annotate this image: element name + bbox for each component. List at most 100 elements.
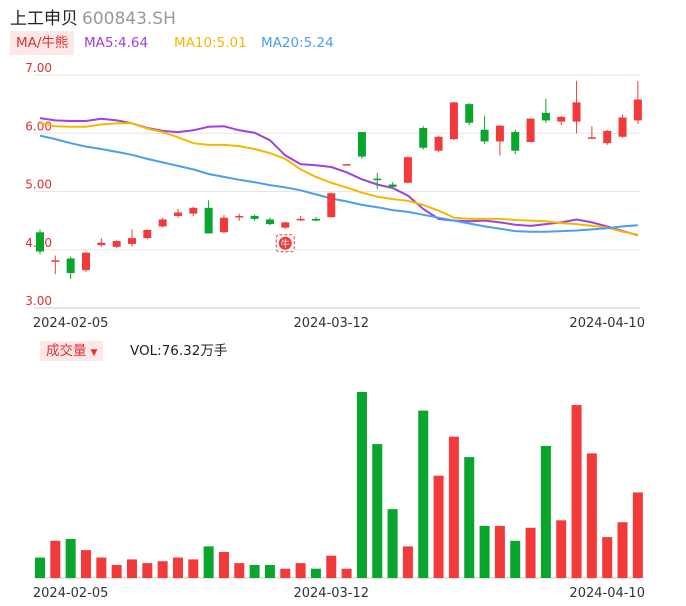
volume-bar: [617, 522, 628, 578]
ma5-label: MA5:4.64: [84, 35, 149, 51]
candle: [265, 217, 274, 226]
candle-body: [204, 207, 213, 234]
volume-bar: [234, 563, 245, 578]
volume-bar: [203, 546, 214, 578]
volume-bar: [188, 559, 199, 578]
candle: [235, 213, 244, 221]
stock-name: 上工申贝: [10, 9, 78, 29]
candle-body: [51, 260, 60, 262]
candle-body: [541, 112, 550, 121]
candle: [296, 215, 305, 222]
volume-bar: [632, 492, 643, 578]
candle-body: [557, 116, 566, 122]
volume-bar: [249, 564, 260, 578]
candle: [419, 126, 428, 150]
candle-body: [342, 164, 351, 166]
candle: [495, 125, 504, 156]
candle-body: [158, 219, 167, 227]
candle-body: [388, 184, 397, 187]
candle: [449, 101, 458, 141]
volume-bar: [50, 540, 61, 578]
candle-body: [434, 136, 443, 151]
volume-bar: [341, 568, 352, 578]
candle-body: [480, 129, 489, 142]
candle-body: [603, 130, 612, 144]
volume-toggle-button[interactable]: 成交量 ▼: [40, 341, 104, 361]
stock-title: 上工申贝 600843.SH: [10, 4, 176, 29]
volume-bar: [310, 568, 321, 578]
candle-body: [511, 132, 520, 151]
candle: [66, 256, 75, 279]
volume-bar: [126, 559, 137, 578]
price-candlestick-chart: 3.004.005.006.007.00牛2024-02-052024-03-1…: [25, 61, 645, 331]
candle-body: [357, 132, 366, 157]
volume-bar: [418, 410, 429, 578]
volume-bar: [510, 540, 521, 578]
bull-marker-badge: [278, 236, 292, 250]
volume-bar: [479, 525, 490, 578]
candle: [465, 102, 474, 126]
volume-bar: [494, 525, 505, 578]
volume-bar: [356, 392, 367, 578]
candle-body: [311, 218, 320, 221]
volume-bar: [433, 475, 444, 578]
candle-body: [449, 102, 458, 140]
candle-body: [281, 222, 290, 228]
volume-bar: [218, 551, 229, 578]
candle: [633, 80, 642, 124]
candle: [250, 214, 259, 221]
volume-bar: [35, 557, 45, 578]
candle: [603, 129, 612, 145]
volume-value: VOL:76.32万手: [130, 343, 228, 359]
candle-body: [526, 118, 535, 142]
y-tick-label: 6.00: [25, 119, 52, 133]
candle: [189, 206, 198, 216]
volume-bar: [448, 436, 459, 578]
x-tick-label: 2024-04-10: [569, 316, 645, 331]
candle: [158, 217, 167, 228]
candle: [311, 217, 320, 222]
candle: [112, 240, 121, 249]
volume-bar: [387, 509, 398, 578]
volume-bar: [65, 538, 76, 578]
y-tick-label: 5.00: [25, 178, 52, 192]
ma-toggle-button[interactable]: MA/牛熊: [10, 31, 75, 55]
ma20-label: MA20:5.24: [261, 35, 334, 51]
candle-body: [572, 102, 581, 122]
candle: [587, 126, 596, 140]
bull-marker-glyph: 牛: [281, 238, 290, 250]
candle-body: [127, 238, 136, 244]
candle: [342, 164, 351, 166]
volume-bar: [525, 527, 536, 578]
candle: [143, 229, 152, 240]
candle-body: [419, 128, 428, 148]
candle: [618, 114, 627, 138]
volume-bar: [280, 568, 291, 578]
candle-body: [495, 125, 504, 142]
candle-body: [633, 99, 642, 121]
x-tick-label: 2024-02-05: [33, 586, 109, 601]
volume-bar: [602, 537, 613, 578]
candle-body: [66, 258, 75, 274]
volume-bar: [556, 520, 567, 578]
ma10-label: MA10:5.01: [174, 35, 247, 51]
volume-bar: [96, 557, 107, 578]
candle: [127, 229, 136, 247]
dropdown-triangle-icon: ▼: [90, 348, 98, 358]
candle: [36, 229, 44, 255]
volume-bar: [80, 550, 91, 578]
candle: [97, 238, 106, 247]
candle: [81, 252, 90, 272]
candle-body: [587, 137, 596, 139]
candle-body: [465, 104, 474, 123]
volume-bar: [540, 445, 551, 578]
volume-bar: [326, 555, 337, 578]
volume-bar: [402, 546, 413, 578]
candle-body: [296, 218, 305, 221]
ma-line-ma20: [39, 134, 638, 233]
candle-body: [112, 241, 121, 247]
volume-bar: [142, 563, 153, 578]
candle: [388, 182, 397, 188]
volume-bar: [372, 444, 383, 578]
candle: [541, 98, 550, 123]
